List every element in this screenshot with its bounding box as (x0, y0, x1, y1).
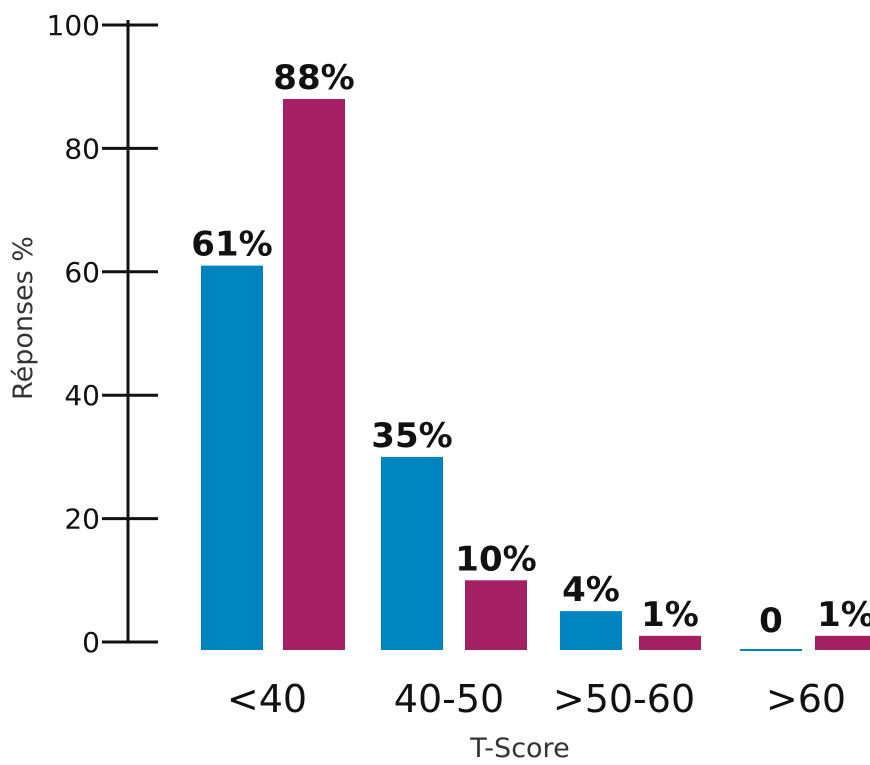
y-tick-label: 60 (64, 256, 100, 289)
data-label: 1% (817, 595, 870, 635)
bar-blue-3 (740, 649, 802, 651)
data-label: 61% (191, 225, 272, 265)
bar-magenta-1 (465, 580, 527, 650)
bar-blue-1 (381, 456, 443, 650)
x-axis-title: T-Score (469, 733, 569, 764)
y-tick-label: 100 (47, 9, 100, 42)
y-tick-label: 0 (82, 626, 100, 659)
category-label: 40-50 (394, 677, 504, 721)
y-ticks: 0 20 40 60 80 100 (47, 9, 158, 659)
category-label: >50-60 (553, 677, 695, 721)
data-label: 1% (641, 595, 699, 635)
y-axis-title: Réponses % (8, 236, 39, 400)
bar-magenta-3 (815, 635, 870, 650)
y-tick-label: 80 (64, 132, 100, 165)
data-label: 0 (759, 601, 783, 641)
bar-magenta-0 (283, 99, 345, 651)
data-label: 35% (371, 416, 452, 456)
y-tick-label: 20 (64, 503, 100, 536)
bar-blue-0 (201, 265, 263, 650)
data-label: 88% (273, 58, 354, 98)
bar-magenta-2 (639, 635, 701, 650)
category-labels: <40 40-50 >50-60 >60 (227, 677, 846, 721)
data-labels: 61% 88% 35% 10% 4% 1% 0 1% (191, 58, 870, 641)
bar-blue-2 (560, 611, 622, 650)
bars (201, 99, 870, 651)
category-label: <40 (227, 677, 307, 721)
category-label: >60 (766, 677, 846, 721)
data-label: 10% (455, 539, 536, 579)
y-tick-label: 40 (64, 379, 100, 412)
data-label: 4% (562, 570, 620, 610)
